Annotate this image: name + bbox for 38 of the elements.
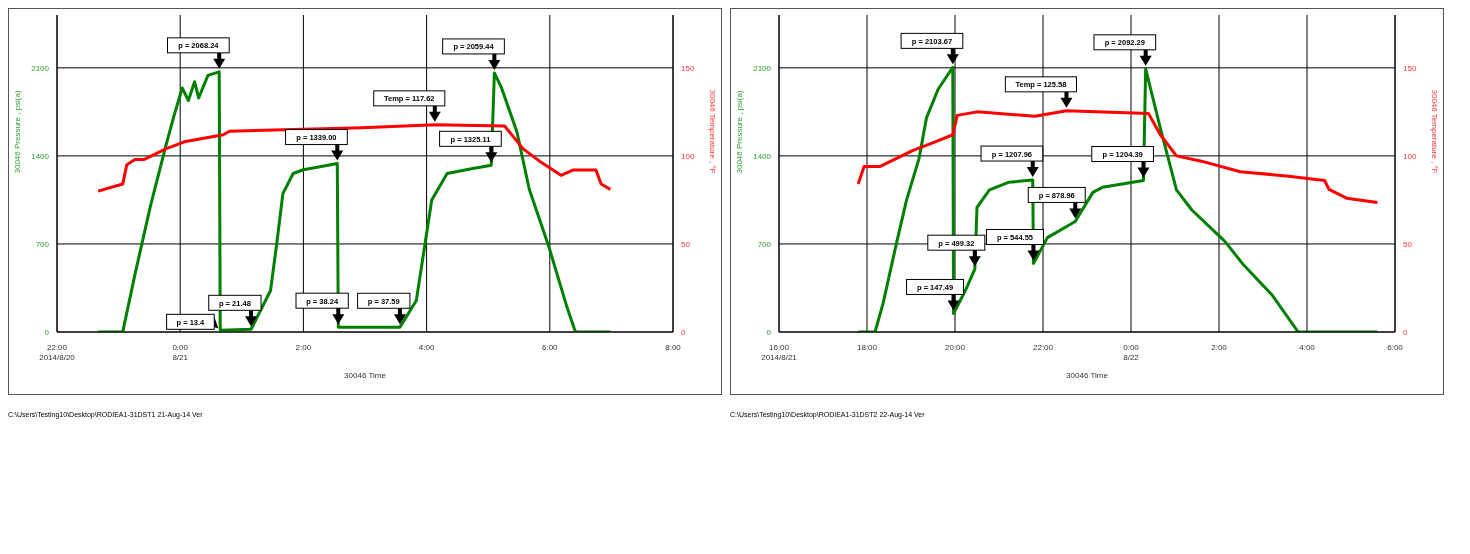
- line-series: [856, 109, 1379, 205]
- x-tick-label: 22:00 2014/8/20: [39, 343, 76, 362]
- line-series: [96, 123, 612, 193]
- y2-tick-label: 0: [681, 327, 686, 337]
- y-tick-label: 1400: [753, 151, 772, 161]
- y2-tick-label: 150: [1403, 63, 1417, 73]
- x-tick-label: 16:00 2014/8/21: [761, 343, 798, 362]
- y-axis-title: 30046 Pressure , psi(a): [12, 90, 22, 174]
- x-axis-title: 30046 Time: [1066, 371, 1109, 380]
- y-tick-label: 700: [35, 239, 50, 249]
- y2-tick-label: 100: [681, 151, 695, 161]
- x-tick-label: 22:00: [1032, 343, 1054, 352]
- x-tick-label: 0:00 8/22: [1123, 343, 1140, 362]
- y-axis-title: 30046 Pressure , psi(a): [734, 90, 744, 174]
- y2-tick-label: 0: [1403, 327, 1408, 337]
- x-tick-label: 8:00: [665, 343, 682, 352]
- y-tick-label: 1400: [31, 151, 50, 161]
- x-tick-label: 0:00 8/21: [172, 343, 189, 362]
- x-tick-label: 18:00: [856, 343, 878, 352]
- y2-axis-title: 30046 Temperature , °F: [708, 89, 718, 174]
- x-tick-label: 6:00: [542, 343, 559, 352]
- y2-tick-label: 100: [1403, 151, 1417, 161]
- x-tick-label: 2:00: [295, 343, 312, 352]
- x-tick-label: 4:00: [418, 343, 435, 352]
- y-tick-label: 2100: [753, 63, 772, 73]
- y-tick-label: 700: [757, 239, 772, 249]
- y-tick-label: 2100: [31, 63, 50, 73]
- x-tick-label: 6:00: [1387, 343, 1404, 352]
- y2-tick-label: 50: [681, 239, 691, 249]
- y2-tick-label: 50: [1403, 239, 1413, 249]
- x-tick-label: 20:00: [944, 343, 966, 352]
- y-tick-label: 0: [766, 327, 772, 337]
- y2-axis-title: 30046 Temperature , °F: [1430, 89, 1440, 174]
- x-axis-title: 30046 Time: [344, 371, 387, 380]
- y-tick-label: 0: [44, 327, 50, 337]
- x-tick-label: 4:00: [1299, 343, 1316, 352]
- x-tick-label: 2:00: [1211, 343, 1228, 352]
- y2-tick-label: 150: [681, 63, 695, 73]
